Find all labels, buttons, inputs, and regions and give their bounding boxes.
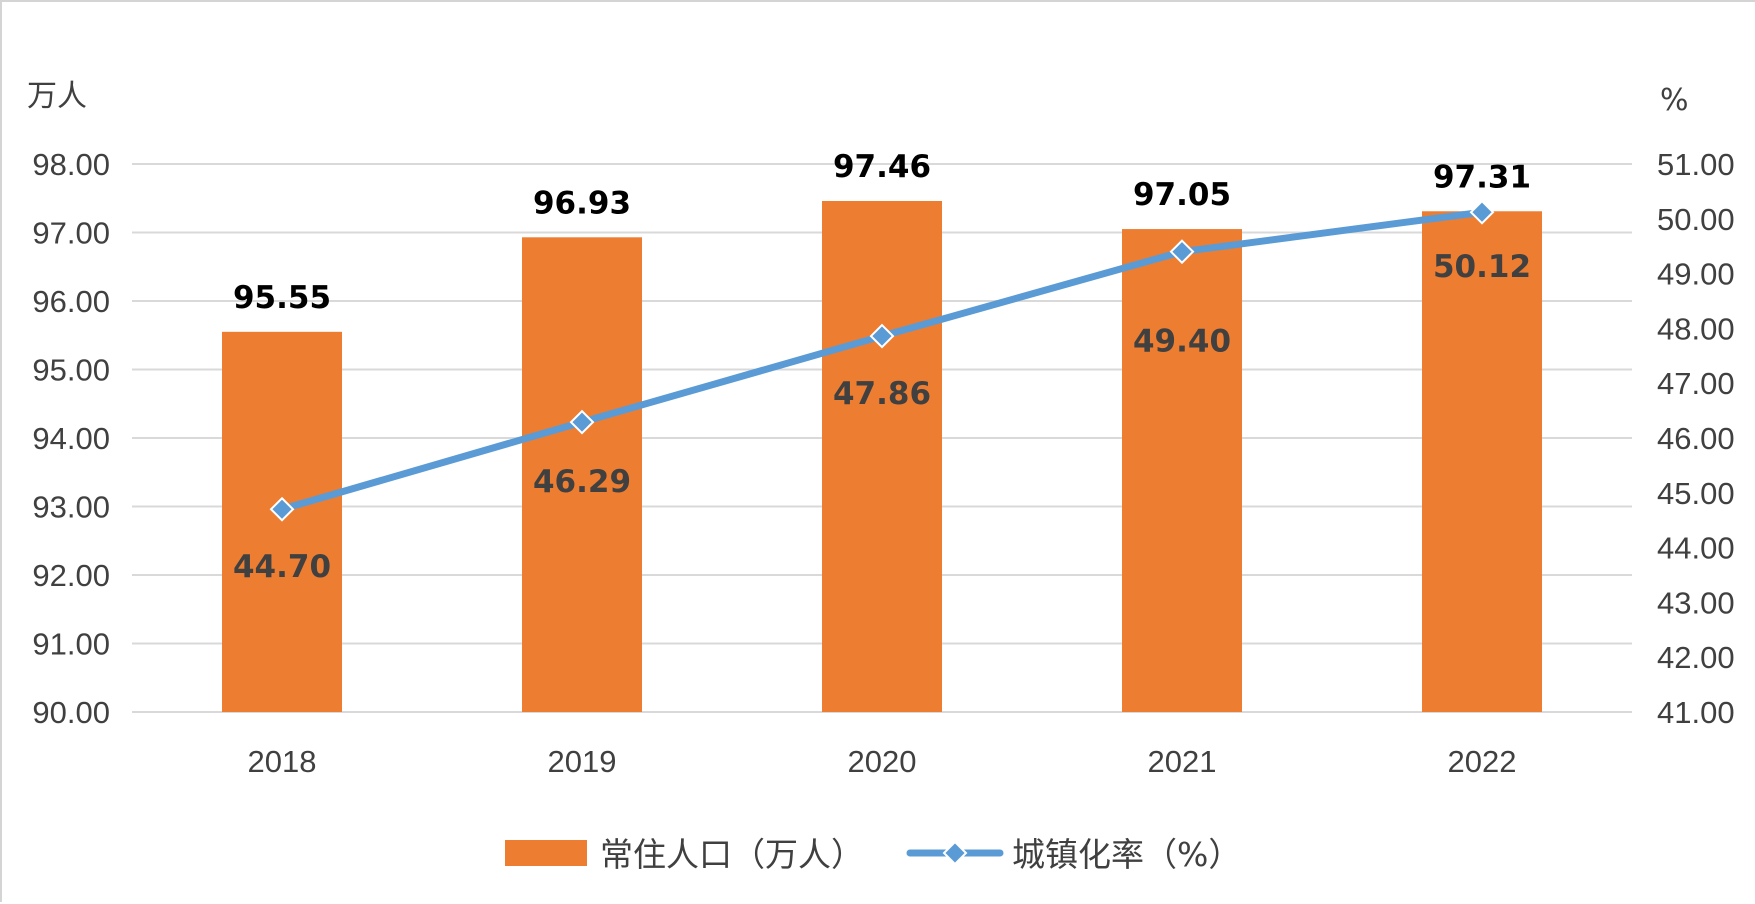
y-left-tick-label: 93.00 bbox=[32, 490, 110, 525]
line-value-label: 47.86 bbox=[833, 376, 931, 412]
y-right-tick-label: 41.00 bbox=[1657, 695, 1735, 730]
legend-marker-diamond bbox=[942, 840, 968, 866]
legend-swatch-bar bbox=[505, 840, 587, 866]
y-left-tick-label: 98.00 bbox=[32, 147, 110, 182]
axis-labels: 90.00 91.00 92.00 93.00 94.00 95.00 96.00 97.00… bbox=[27, 79, 1735, 779]
bar bbox=[522, 237, 642, 713]
y-right-tick-label: 46.00 bbox=[1657, 421, 1735, 456]
bar-value-label: 97.31 bbox=[1433, 159, 1531, 195]
y-left-tick-label: 95.00 bbox=[32, 353, 110, 388]
y-left-tick-label: 96.00 bbox=[32, 284, 110, 319]
bar-value-label: 95.55 bbox=[233, 280, 331, 316]
bar-value-label: 96.93 bbox=[533, 185, 631, 221]
y-right-tick-label: 42.00 bbox=[1657, 640, 1735, 675]
x-tick-label: 2019 bbox=[548, 744, 617, 779]
legend-label-bar: 常住人口（万人） bbox=[600, 835, 864, 874]
bar bbox=[222, 331, 342, 712]
y-right-tick-label: 49.00 bbox=[1657, 257, 1735, 292]
x-tick-label: 2020 bbox=[848, 744, 917, 779]
line-value-label: 44.70 bbox=[233, 549, 331, 585]
y-right-tick-label: 51.00 bbox=[1657, 147, 1735, 182]
y-left-tick-label: 94.00 bbox=[32, 421, 110, 456]
line-value-label: 49.40 bbox=[1133, 324, 1231, 360]
bar-series bbox=[222, 200, 1542, 713]
y-right-tick-label: 50.00 bbox=[1657, 202, 1735, 237]
y-right-tick-label: 43.00 bbox=[1657, 585, 1735, 620]
y-left-tick-label: 97.00 bbox=[32, 216, 110, 251]
y-left-tick-label: 91.00 bbox=[32, 627, 110, 662]
x-tick-label: 2018 bbox=[248, 744, 317, 779]
x-tick-label: 2022 bbox=[1448, 744, 1517, 779]
y-left-tick-label: 90.00 bbox=[32, 695, 110, 730]
line-marker bbox=[1469, 199, 1495, 225]
legend-label-line: 城镇化率（%） bbox=[1012, 835, 1241, 874]
y-right-tick-label: 45.00 bbox=[1657, 476, 1735, 511]
y-left-tick-label: 92.00 bbox=[32, 558, 110, 593]
line-value-label: 50.12 bbox=[1433, 249, 1531, 285]
bar bbox=[822, 200, 942, 713]
bar bbox=[1422, 211, 1542, 712]
line-value-label: 46.29 bbox=[533, 464, 631, 500]
y-right-unit: % bbox=[1660, 83, 1689, 118]
legend: 常住人口（万人） 城镇化率（%） bbox=[505, 835, 1241, 874]
y-right-tick-label: 44.00 bbox=[1657, 531, 1735, 566]
bar-value-label: 97.05 bbox=[1133, 177, 1231, 213]
line-markers bbox=[269, 199, 1495, 522]
line-marker bbox=[269, 496, 295, 522]
y-right-tick-label: 48.00 bbox=[1657, 311, 1735, 346]
y-left-unit: 万人 bbox=[27, 79, 87, 114]
x-tick-label: 2021 bbox=[1148, 744, 1217, 779]
data-labels: 95.55 96.93 97.46 97.05 97.31 44.70 46.29 47.86… bbox=[233, 149, 1531, 585]
y-right-tick-label: 47.00 bbox=[1657, 366, 1735, 401]
bar-value-label: 97.46 bbox=[833, 149, 931, 185]
line-marker bbox=[569, 409, 595, 435]
bar bbox=[1122, 229, 1242, 712]
line-marker bbox=[869, 323, 895, 349]
line-marker bbox=[1169, 239, 1195, 265]
